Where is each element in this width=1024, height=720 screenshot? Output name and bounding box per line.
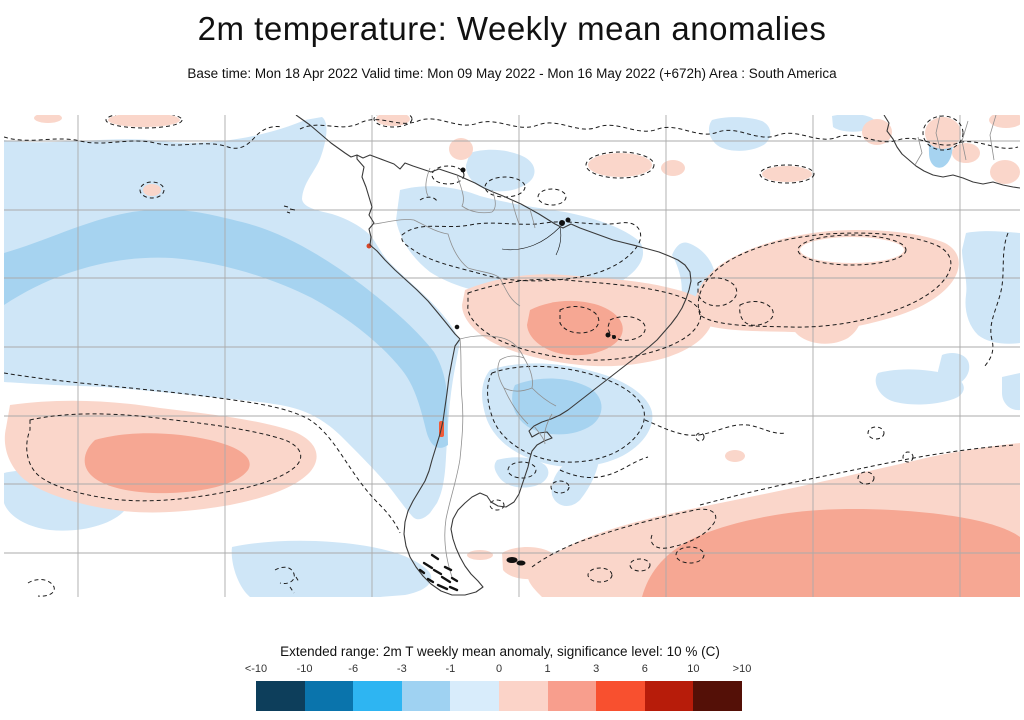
colorbar-tick-label: -1	[445, 663, 456, 675]
colorbar-swatch	[498, 681, 548, 711]
atlantic-white-gap	[800, 237, 904, 263]
colorbar	[256, 681, 742, 711]
colorbar-tick-label: -10	[296, 663, 313, 675]
map-canvas	[4, 115, 1020, 597]
colorbar-tick-label: -6	[348, 663, 359, 675]
colorbar-tick-label: 6	[641, 663, 648, 675]
falkland-islands	[506, 557, 518, 563]
colorbar-swatch	[256, 681, 305, 711]
coastlines	[295, 115, 1020, 596]
colorbar-swatch	[547, 681, 597, 711]
significance-contours	[4, 115, 1019, 597]
colorbar-tick-label: <-10	[244, 663, 268, 675]
page-subtitle: Base time: Mon 18 Apr 2022 Valid time: M…	[187, 66, 837, 81]
colorbar-swatch	[644, 681, 694, 711]
coastline-central-america	[295, 115, 358, 158]
amazon-cool-region	[396, 186, 644, 299]
colorbar-swatch	[693, 681, 742, 711]
anomaly-map	[0, 115, 1024, 597]
header: 2m temperature: Weekly mean anomalies Ba…	[0, 0, 1024, 81]
colorbar-tick-label: 1	[544, 663, 551, 675]
colorbar-swatch	[596, 681, 645, 711]
pacific-cool-band	[4, 209, 448, 448]
colorbar-tick-label: 10	[687, 663, 700, 675]
colorbar-ticks: <-10 -10 -6 -3 -1 0 1 3 6 10 >10	[245, 663, 752, 677]
colorbar-swatch	[401, 681, 451, 711]
legend-title: Extended range: 2m T weekly mean anomaly…	[280, 644, 720, 659]
page-title: 2m temperature: Weekly mean anomalies	[197, 10, 827, 47]
gridlines	[4, 115, 1020, 597]
colorbar-swatch	[304, 681, 354, 711]
tierra-del-fuego-fjords	[418, 553, 459, 592]
country-borders	[373, 115, 997, 578]
map-detail-marks	[418, 167, 616, 592]
coastline-africa	[883, 115, 1020, 189]
colorbar-tick-label: -3	[396, 663, 407, 675]
colorbar-tick-label: 0	[495, 663, 503, 675]
colorbar-swatch	[353, 681, 402, 711]
colorbar-tick-label: >10	[732, 663, 752, 675]
coastline-south-america	[356, 154, 692, 596]
colorbar-tick-label: 3	[593, 663, 600, 675]
colorbar-swatch	[450, 681, 499, 711]
